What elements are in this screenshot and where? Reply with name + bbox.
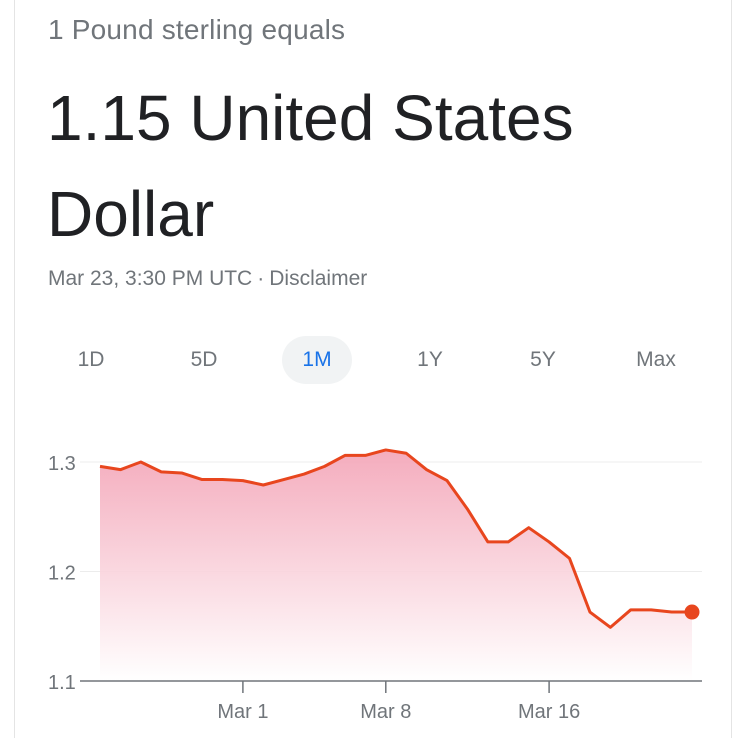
last-point-marker bbox=[684, 604, 700, 620]
tab-1m[interactable]: 1M bbox=[282, 336, 352, 384]
y-tick-label: 1.1 bbox=[48, 672, 76, 694]
conversion-subtitle: 1 Pound sterling equals bbox=[48, 14, 346, 45]
timestamp-line: Mar 23, 3:30 PM UTC · Disclaimer bbox=[48, 267, 367, 291]
area-fill bbox=[100, 449, 692, 681]
separator: · bbox=[257, 267, 265, 290]
conversion-result: 1.15 United States Dollar bbox=[47, 82, 574, 250]
series-line bbox=[99, 448, 692, 629]
x-tick-label: Mar 8 bbox=[360, 701, 411, 723]
y-tick-label: 1.3 bbox=[48, 453, 76, 475]
x-tick-label: Mar 16 bbox=[518, 701, 580, 723]
tab-1y[interactable]: 1Y bbox=[417, 348, 443, 371]
timestamp: Mar 23, 3:30 PM UTC bbox=[48, 267, 253, 290]
tab-1d[interactable]: 1D bbox=[77, 348, 105, 371]
range-tabs: 1D 5D 1M 1Y 5Y Max bbox=[36, 336, 716, 386]
tab-5d[interactable]: 5D bbox=[190, 348, 218, 371]
tab-max[interactable]: Max bbox=[636, 348, 676, 371]
disclaimer-link[interactable]: Disclaimer bbox=[269, 267, 368, 290]
x-tick-label: Mar 1 bbox=[217, 701, 268, 723]
y-tick-label: 1.2 bbox=[48, 563, 76, 585]
tab-5y[interactable]: 5Y bbox=[530, 348, 556, 371]
